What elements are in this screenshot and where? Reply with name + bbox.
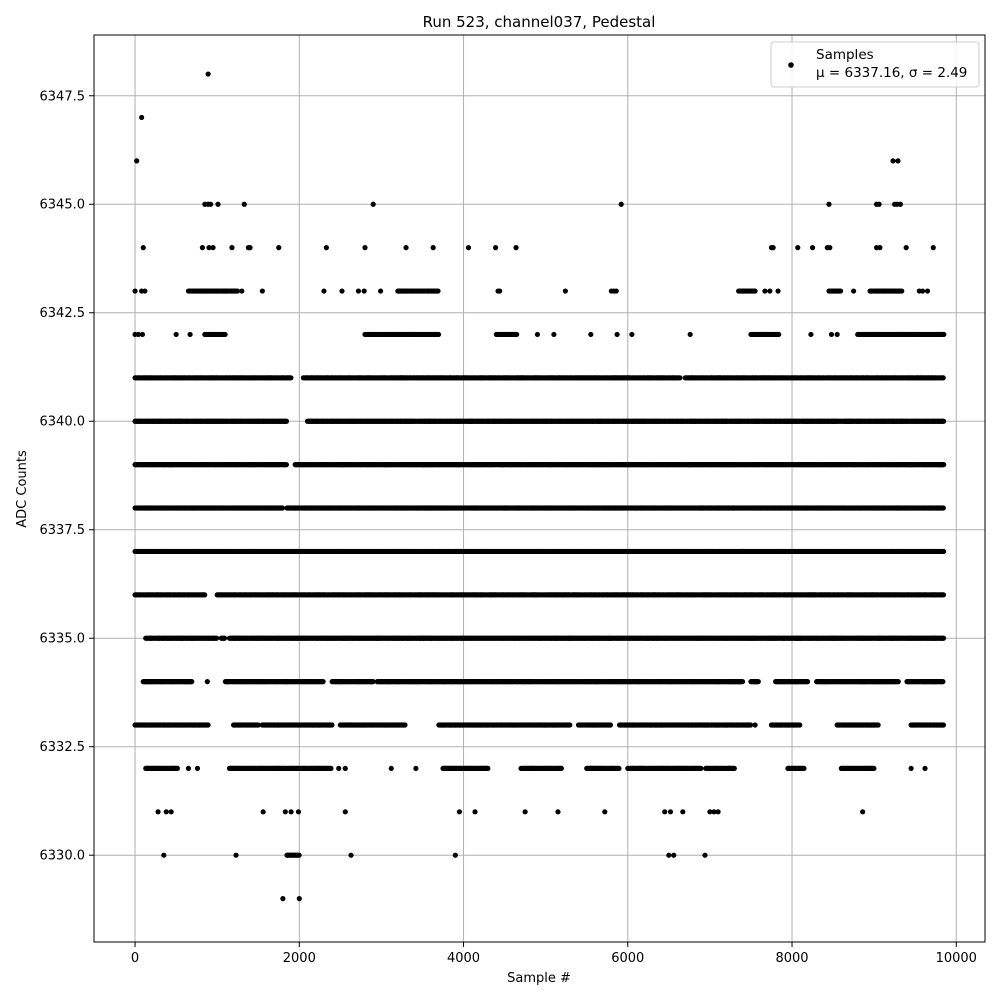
data-point [671, 852, 677, 858]
data-point [662, 809, 668, 815]
data-point [940, 635, 947, 641]
data-point [860, 809, 866, 815]
data-point [567, 722, 573, 728]
data-point [296, 896, 302, 902]
data-point [348, 852, 354, 858]
data-point [155, 809, 161, 815]
data-point [739, 679, 746, 685]
data-point [296, 852, 302, 858]
data-point [342, 809, 348, 815]
data-point [282, 809, 288, 815]
data-point [602, 809, 608, 815]
grid-lines [94, 35, 985, 942]
data-point [555, 809, 561, 815]
data-point [202, 592, 208, 598]
data-point [797, 722, 803, 728]
data-point [185, 765, 192, 772]
data-point [707, 809, 713, 815]
data-point [805, 679, 811, 685]
data-point [205, 722, 211, 728]
data-point [260, 809, 266, 815]
data-point [666, 852, 672, 858]
data-point [607, 722, 614, 728]
data-point [940, 679, 946, 685]
data-point [276, 722, 282, 728]
data-point [328, 765, 334, 772]
data-point [941, 548, 947, 555]
data-point [221, 635, 228, 641]
data-point [336, 765, 342, 772]
data-point [940, 722, 947, 728]
data-point [288, 809, 294, 815]
data-point [801, 765, 807, 772]
data-point [174, 765, 180, 772]
y-axis-label: ADC Counts [15, 450, 30, 528]
data-point [715, 809, 721, 815]
data-point [472, 809, 478, 815]
data-point [295, 809, 302, 815]
data-point [711, 809, 717, 815]
data-point [255, 722, 261, 728]
data-point [731, 765, 737, 772]
data-point [320, 679, 326, 685]
data-point [558, 765, 564, 772]
data-point [233, 852, 239, 858]
data-point [452, 852, 458, 858]
data-point [522, 809, 528, 815]
chart-title: Run 523, channel037, Pedestal [423, 13, 656, 31]
data-point [940, 592, 947, 598]
data-point [875, 722, 881, 728]
data-point [922, 765, 928, 772]
data-point [214, 635, 220, 641]
data-point [204, 679, 210, 685]
data-point [680, 809, 686, 815]
data-point [189, 679, 195, 685]
data-point [168, 809, 174, 815]
data-point [871, 765, 877, 772]
data-point [370, 679, 376, 685]
data-point [163, 809, 169, 815]
data-point [194, 765, 201, 772]
data-point [485, 765, 491, 772]
data-point [329, 722, 335, 728]
data-point [702, 852, 708, 858]
data-point [895, 679, 901, 685]
data-point [161, 852, 167, 858]
data-point [413, 765, 419, 772]
data-point [616, 765, 622, 772]
x-axis-label: Sample # [507, 971, 571, 986]
data-point [752, 722, 758, 728]
data-point [342, 765, 348, 772]
data-point [667, 809, 674, 815]
data-points [132, 71, 947, 902]
data-point [698, 765, 704, 772]
data-point [279, 505, 286, 511]
data-point [908, 765, 914, 772]
data-point [388, 765, 394, 772]
data-point [402, 722, 408, 728]
data-point [748, 722, 754, 728]
data-point [456, 809, 463, 815]
data-point [280, 896, 286, 902]
data-point [755, 679, 761, 685]
